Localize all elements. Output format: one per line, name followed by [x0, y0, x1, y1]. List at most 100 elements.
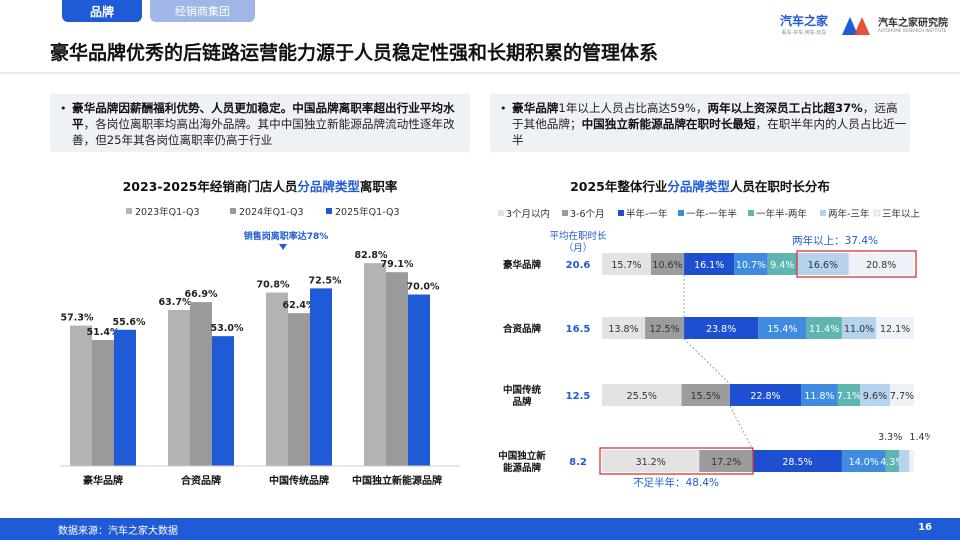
legend-label: 2025年Q1-Q3	[335, 206, 400, 218]
right-summary-text: 豪华品牌1年以上人员占比高达59%，两年以上资深员工占比超37%，远高于其他品牌…	[512, 100, 907, 148]
ar-logo-icon	[840, 15, 874, 37]
right-summary-text-3: ，在职半年内的人员占比近一半	[512, 117, 907, 147]
stack-segment	[681, 384, 730, 406]
bar	[310, 288, 332, 466]
top-bar: 品牌 经销商集团	[0, 0, 960, 22]
segment-value-label: 7.1%	[837, 391, 861, 402]
bar	[364, 263, 386, 466]
bar	[92, 340, 114, 466]
segment-value-label: 22.8%	[750, 391, 780, 402]
right-chart-title-post: 人员在职时长分布	[729, 179, 830, 194]
bar-value-label: 53.0%	[211, 323, 244, 334]
right-summary-bold-1: 豪华品牌	[512, 101, 559, 115]
autohome-logo-text: 汽车之家	[779, 14, 828, 28]
segment-value-label: 31.2%	[636, 457, 666, 468]
category-label: 豪华品牌	[503, 259, 542, 271]
legend-label: 3-6个月	[570, 209, 605, 220]
bar-value-label: 55.6%	[113, 317, 146, 328]
autohome-logo: 汽车之家 看车·买车·用车·玩车	[772, 12, 836, 40]
stack-segment	[753, 450, 842, 472]
category-label: 中国传统品牌	[269, 474, 329, 487]
turnover-rate-bar-chart: 2023年Q1-Q3 2024年Q1-Q3 2025年Q1-Q3 57.3% 51.4%…	[60, 206, 460, 487]
segment-value-label: 23.8%	[706, 324, 736, 335]
legend-label: 3个月以内	[506, 208, 550, 220]
left-chart-title-highlight: 分品牌类型	[297, 179, 360, 194]
annotation-text: 销售岗离职率达78%	[244, 230, 329, 242]
tab-brand[interactable]: 品牌	[62, 0, 142, 22]
stack-segment	[797, 253, 849, 275]
bar	[114, 329, 136, 466]
footer-bar: 数据来源：汽车之家大数据 16	[0, 518, 960, 540]
segment-value-label: 7.7%	[890, 391, 914, 402]
research-institute-name: 汽车之家研究院	[878, 18, 948, 30]
connector-line	[683, 338, 731, 385]
left-chart-title-pre: 2023-2025年经销商门店人员	[122, 179, 298, 194]
avg-tenure-header-unit: （月）	[564, 242, 593, 254]
annotation-half-year: 不足半年：48.4%	[633, 476, 719, 489]
segment-value-label: 14.0%	[849, 457, 879, 468]
right-summary-bold-2: 两年以上资深员工占比超37%	[707, 101, 863, 115]
legend-label: 半年-一年	[626, 208, 668, 220]
legend-swatch	[230, 208, 236, 214]
stack-segment	[767, 253, 797, 275]
title-divider	[0, 72, 960, 74]
bar	[408, 294, 430, 466]
segment-value-label: 13.8%	[608, 324, 638, 335]
stack-segment	[885, 450, 900, 472]
left-summary-panel: • 豪华品牌因薪酬福利优势、人员更加稳定。中国品牌离职率超出行业平均水平，各岗位…	[50, 94, 470, 152]
left-summary-bold: 豪华品牌因薪酬福利优势、人员更加稳定。中国品牌离职率超出行业平均水平	[72, 101, 455, 131]
right-summary-panel: • 豪华品牌1年以上人员占比高达59%，两年以上资深员工占比超37%，远高于其他…	[490, 94, 910, 152]
left-summary-text: 豪华品牌因薪酬福利优势、人员更加稳定。中国品牌离职率超出行业平均水平，各岗位离职…	[72, 100, 467, 148]
stack-segment	[841, 450, 886, 472]
right-chart-title-pre: 2025年整体行业	[570, 179, 668, 194]
category-label: 中国独立新能源品牌	[352, 474, 442, 487]
right-summary-text-1: 1年以上人员占比高达59%，	[558, 101, 708, 115]
stack-segment	[734, 253, 768, 275]
legend-label: 一年半-两年	[756, 208, 807, 220]
data-source: 数据来源：汽车之家大数据	[58, 526, 178, 537]
segment-value-label: 11.8%	[804, 391, 834, 402]
segment-value-label: 15.5%	[691, 391, 721, 402]
tab-dealer-group[interactable]: 经销商集团	[150, 0, 255, 22]
right-chart-title: 2025年整体行业分品牌类型人员在职时长分布	[490, 176, 910, 195]
avg-tenure-value: 20.6	[566, 260, 591, 271]
segment-value-label: 10.7%	[736, 260, 766, 271]
stack-segment	[650, 253, 685, 275]
segment-value-label: 16.1%	[694, 260, 724, 271]
segment-value-label: 1.4%	[909, 432, 930, 443]
segment-value-label: 4.3%	[880, 457, 904, 468]
bar	[266, 292, 288, 466]
legend-label: 三年以上	[882, 208, 921, 220]
legend-label: 2024年Q1-Q3	[239, 206, 304, 218]
bullet-icon: •	[500, 102, 507, 115]
stack-segment	[848, 253, 914, 275]
bar	[190, 302, 212, 466]
research-institute-logo-text: 汽车之家研究院 AUTOHOME RESEARCH INSTITUTE	[878, 18, 948, 33]
stack-segment	[684, 317, 759, 339]
legend-label: 一年-一年半	[686, 208, 737, 220]
stack-segment	[909, 450, 914, 472]
bar-value-label: 51.4%	[87, 327, 120, 338]
stack-segment	[645, 317, 685, 339]
segment-value-label: 16.6%	[808, 260, 838, 271]
bar-value-label: 57.3%	[61, 313, 94, 324]
highlight-box-half-year	[599, 447, 754, 475]
bar-value-label: 63.7%	[159, 297, 192, 308]
tenure-distribution-stacked-chart: 3个月以内 3-6个月 半年-一年 一年-一年半 一年半-两年 两年-三年 三年以上平均在职…	[498, 208, 930, 489]
connector-line	[729, 405, 754, 451]
stack-segment	[602, 384, 682, 406]
right-chart-title-highlight: 分品牌类型	[667, 179, 730, 194]
stack-segment	[841, 317, 877, 339]
segment-value-label: 20.8%	[866, 260, 896, 271]
research-institute-name-en: AUTOHOME RESEARCH INSTITUTE	[878, 28, 947, 34]
page-title: 豪华品牌优秀的后链路运营能力源于人员稳定性强和长期积累的管理体系	[50, 42, 659, 64]
category-label: 品牌	[512, 396, 532, 408]
stack-segment	[602, 450, 700, 472]
legend-swatch	[873, 209, 881, 217]
stack-segment	[684, 253, 735, 275]
segment-value-label: 10.6%	[652, 260, 682, 271]
bar	[386, 272, 408, 466]
stack-segment	[801, 384, 838, 406]
legend-swatch	[326, 208, 332, 214]
segment-value-label: 17.2%	[711, 457, 741, 468]
